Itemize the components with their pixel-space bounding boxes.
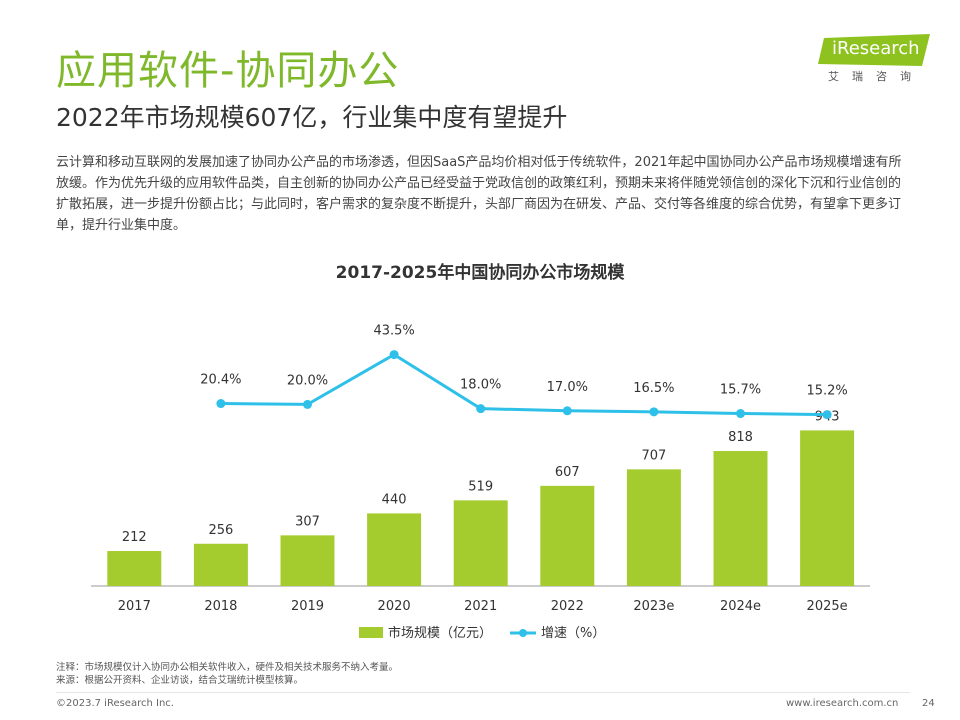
growth-point-2025e [822,410,832,420]
x-tick-2024e: 2024e [720,599,761,614]
body-paragraph: 云计算和移动互联网的发展加速了协同办公产品的市场渗透，但因SaaS产品均价相对低… [56,155,902,233]
growth-label-2022: 17.0% [547,380,588,395]
x-tick-2019: 2019 [291,599,324,614]
bar-2021 [453,500,508,586]
bar-label-2021: 519 [468,479,493,494]
growth-label-2021: 18.0% [460,378,501,393]
iresearch-logo: iResearch 艾瑞咨询 [818,34,934,88]
x-tick-2021: 2021 [464,599,497,614]
bar-label-2022: 607 [555,465,580,480]
growth-label-2024e: 15.7% [720,383,761,398]
growth-point-2018 [216,399,226,409]
bar-label-2017: 212 [122,530,147,545]
bar-2022 [540,485,595,586]
growth-point-2023e [649,407,659,417]
note-text: 注释：市场规模仅计入协同办公相关软件收入，硬件及相关技术服务不纳入考量。 [56,662,399,673]
growth-point-2019 [303,399,312,409]
growth-point-2022 [562,406,572,416]
logo-badge-shape [818,34,930,66]
bar-label-2019: 307 [295,514,320,529]
legend-line-marker [519,629,527,637]
bar-2023e [626,469,681,586]
growth-point-2024e [736,409,745,419]
growth-label-2025e: 15.2% [806,384,847,399]
logo-wordmark: iResearch [832,38,920,59]
footer-divider [56,692,910,693]
growth-rate-line [220,352,828,417]
x-tick-2020: 2020 [378,599,411,614]
footer-copyright: ©2023.7 iResearch Inc. [56,698,174,709]
bar-2020 [367,513,422,586]
bar-label-2020: 440 [382,492,407,507]
bar-label-2018: 256 [208,523,233,538]
bar-2025e [800,430,855,586]
growth-label-2019: 20.0% [287,373,328,388]
legend-bar-label: 市场规模（亿元） [388,625,492,641]
bar-2017 [107,551,162,586]
x-tick-2017: 2017 [118,599,151,614]
x-tick-2018: 2018 [204,599,237,614]
page-title: 应用软件-协同办公 [56,48,400,94]
growth-point-2020 [389,350,399,360]
x-tick-2022: 2022 [551,599,584,614]
legend-line-label: 增速（%） [541,626,605,641]
bar-2018 [193,543,248,586]
bar-label-2024e: 818 [728,430,753,445]
chart-title: 2017-2025年中国协同办公市场规模 [335,263,625,283]
footer-url[interactable]: www.iresearch.com.cn [786,698,899,709]
logo-cn-text: 艾瑞咨询 [828,70,924,83]
growth-label-2023e: 16.5% [633,381,674,396]
page-subtitle: 2022年市场规模607亿，行业集中度有望提升 [56,103,568,132]
bar-2024e [713,451,768,586]
source-text: 来源：根据公开资料、企业访谈，结合艾瑞统计模型核算。 [56,675,304,686]
x-tick-2025e: 2025e [807,599,848,614]
bar-label-2023e: 707 [641,448,666,463]
growth-label-2018: 20.4% [200,373,241,388]
bar-2019 [280,535,335,586]
chart-notes: 注释：市场规模仅计入协同办公相关软件收入，硬件及相关技术服务不纳入考量。 来源：… [56,661,398,687]
x-tick-2023e: 2023e [633,599,674,614]
market-size-chart: 212 2017 256 2018 307 2019 440 2020 519 2021 607 20… [91,324,870,641]
growth-point-2021 [476,404,486,414]
legend-bar-swatch [359,627,383,638]
page-number: 24 [922,698,935,709]
growth-label-2020: 43.5% [373,324,414,339]
